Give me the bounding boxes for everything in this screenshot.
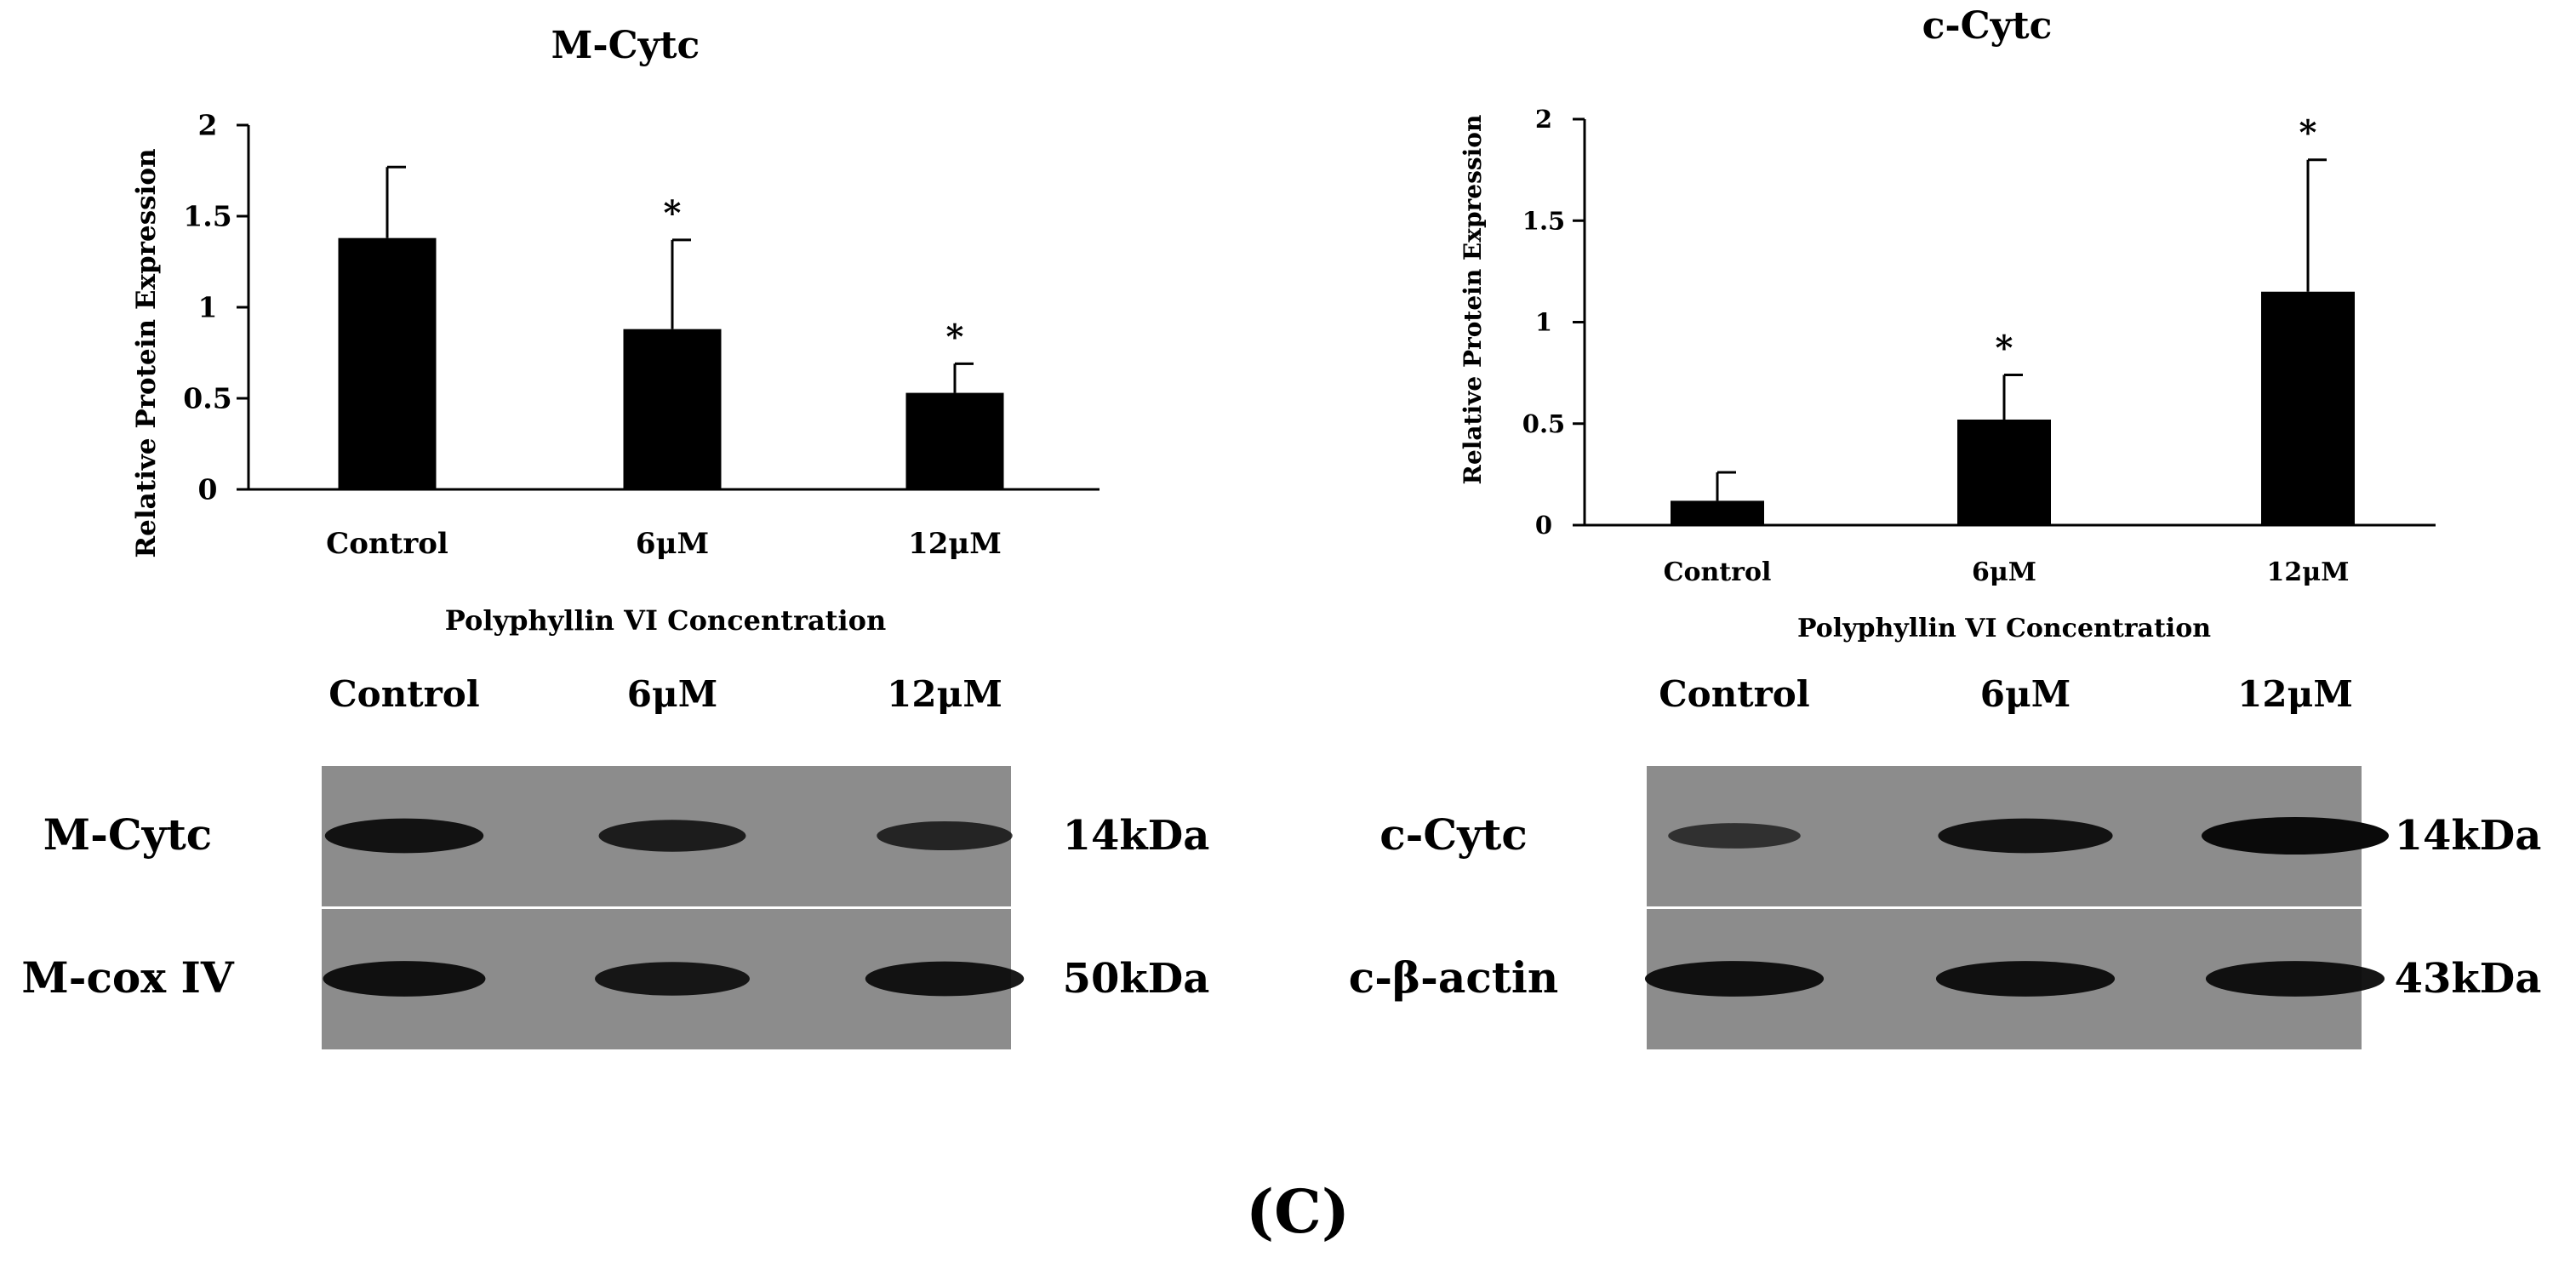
significance-mark: * <box>1996 329 2013 369</box>
lane-label: 12μM <box>887 673 1002 715</box>
blot-row-label: M-cox IV <box>21 952 234 1003</box>
y-tick-label: 2 <box>198 109 218 142</box>
western-blot-right: Control 6μM 12μM c-Cytc 14kDa c-β-actin 43kDa <box>1349 673 2542 1049</box>
x-category-label: 12μM <box>908 527 1002 561</box>
blot-band <box>1938 818 2113 854</box>
y-axis-label: Relative Protein Expression <box>1459 115 1487 485</box>
bar <box>338 237 437 489</box>
chart-c-cytc: c-Cytc Relative Protein Expression Polyp… <box>1459 4 2436 643</box>
y-tick-label: 1.5 <box>1522 206 1565 235</box>
x-category-label: Control <box>326 527 448 561</box>
blot-band <box>1668 823 1801 849</box>
y-tick-label: 1 <box>1535 308 1552 337</box>
y-tick-label: 1 <box>198 291 218 324</box>
x-category-label: 12μM <box>2267 557 2350 587</box>
molecular-weight-label: 14kDa <box>2395 812 2542 860</box>
x-axis-label: Polyphyllin VI Concentration <box>445 604 886 637</box>
lane-label: 6μM <box>627 673 717 715</box>
bar <box>1671 500 1764 525</box>
blot-band <box>1935 961 2116 997</box>
lane-label: Control <box>328 673 479 715</box>
chart-title: c-Cytc <box>1922 4 2053 48</box>
blot-row-label: c-β-actin <box>1349 952 1558 1003</box>
lane-label: 12μM <box>2237 673 2353 715</box>
blot-band <box>1644 961 1825 997</box>
x-category-label: Control <box>1664 557 1772 587</box>
chart-m-cytc: M-Cytc Relative Protein Expression Polyp… <box>131 24 1100 637</box>
x-axis-label: Polyphyllin VI Concentration <box>1797 614 2211 643</box>
blot-band <box>324 818 484 854</box>
western-blot-left: Control 6μM 12μM M-Cytc 14kDa M-cox IV 50kDa <box>21 673 1209 1049</box>
blot-band <box>2202 817 2389 855</box>
y-tick-label: 2 <box>1535 105 1552 134</box>
molecular-weight-label: 43kDa <box>2395 955 2542 1003</box>
y-tick-label: 0.5 <box>1522 409 1565 438</box>
y-tick-label: 0 <box>198 473 218 506</box>
blot-band <box>595 962 750 996</box>
blot-band <box>877 820 1013 851</box>
y-tick-label: 0.5 <box>183 382 231 415</box>
blot-band <box>865 961 1025 997</box>
bar <box>623 329 722 489</box>
panel-label: (C) <box>1246 1176 1350 1247</box>
bar <box>1957 419 2051 525</box>
lane-label: 6μM <box>1980 673 2071 715</box>
significance-mark: * <box>946 317 964 357</box>
chart-title: M-Cytc <box>551 24 700 67</box>
blot-band <box>323 961 486 997</box>
blot-row-label: M-Cytc <box>43 809 213 860</box>
molecular-weight-label: 14kDa <box>1063 812 1210 860</box>
y-axis-label: Relative Protein Expression <box>131 148 162 557</box>
lane-label: Control <box>1659 673 1809 715</box>
bar <box>2261 291 2355 525</box>
bar <box>905 392 1004 489</box>
y-tick-label: 0 <box>1535 511 1552 540</box>
x-category-label: 6μM <box>636 527 709 561</box>
significance-mark: * <box>664 193 682 233</box>
blot-band <box>2205 961 2385 997</box>
molecular-weight-label: 50kDa <box>1063 955 1210 1003</box>
x-category-label: 6μM <box>1972 557 2036 587</box>
blot-band <box>598 820 746 852</box>
blot-row-label: c-Cytc <box>1379 809 1528 860</box>
significance-mark: * <box>2299 113 2317 153</box>
y-tick-label: 1.5 <box>183 200 231 233</box>
